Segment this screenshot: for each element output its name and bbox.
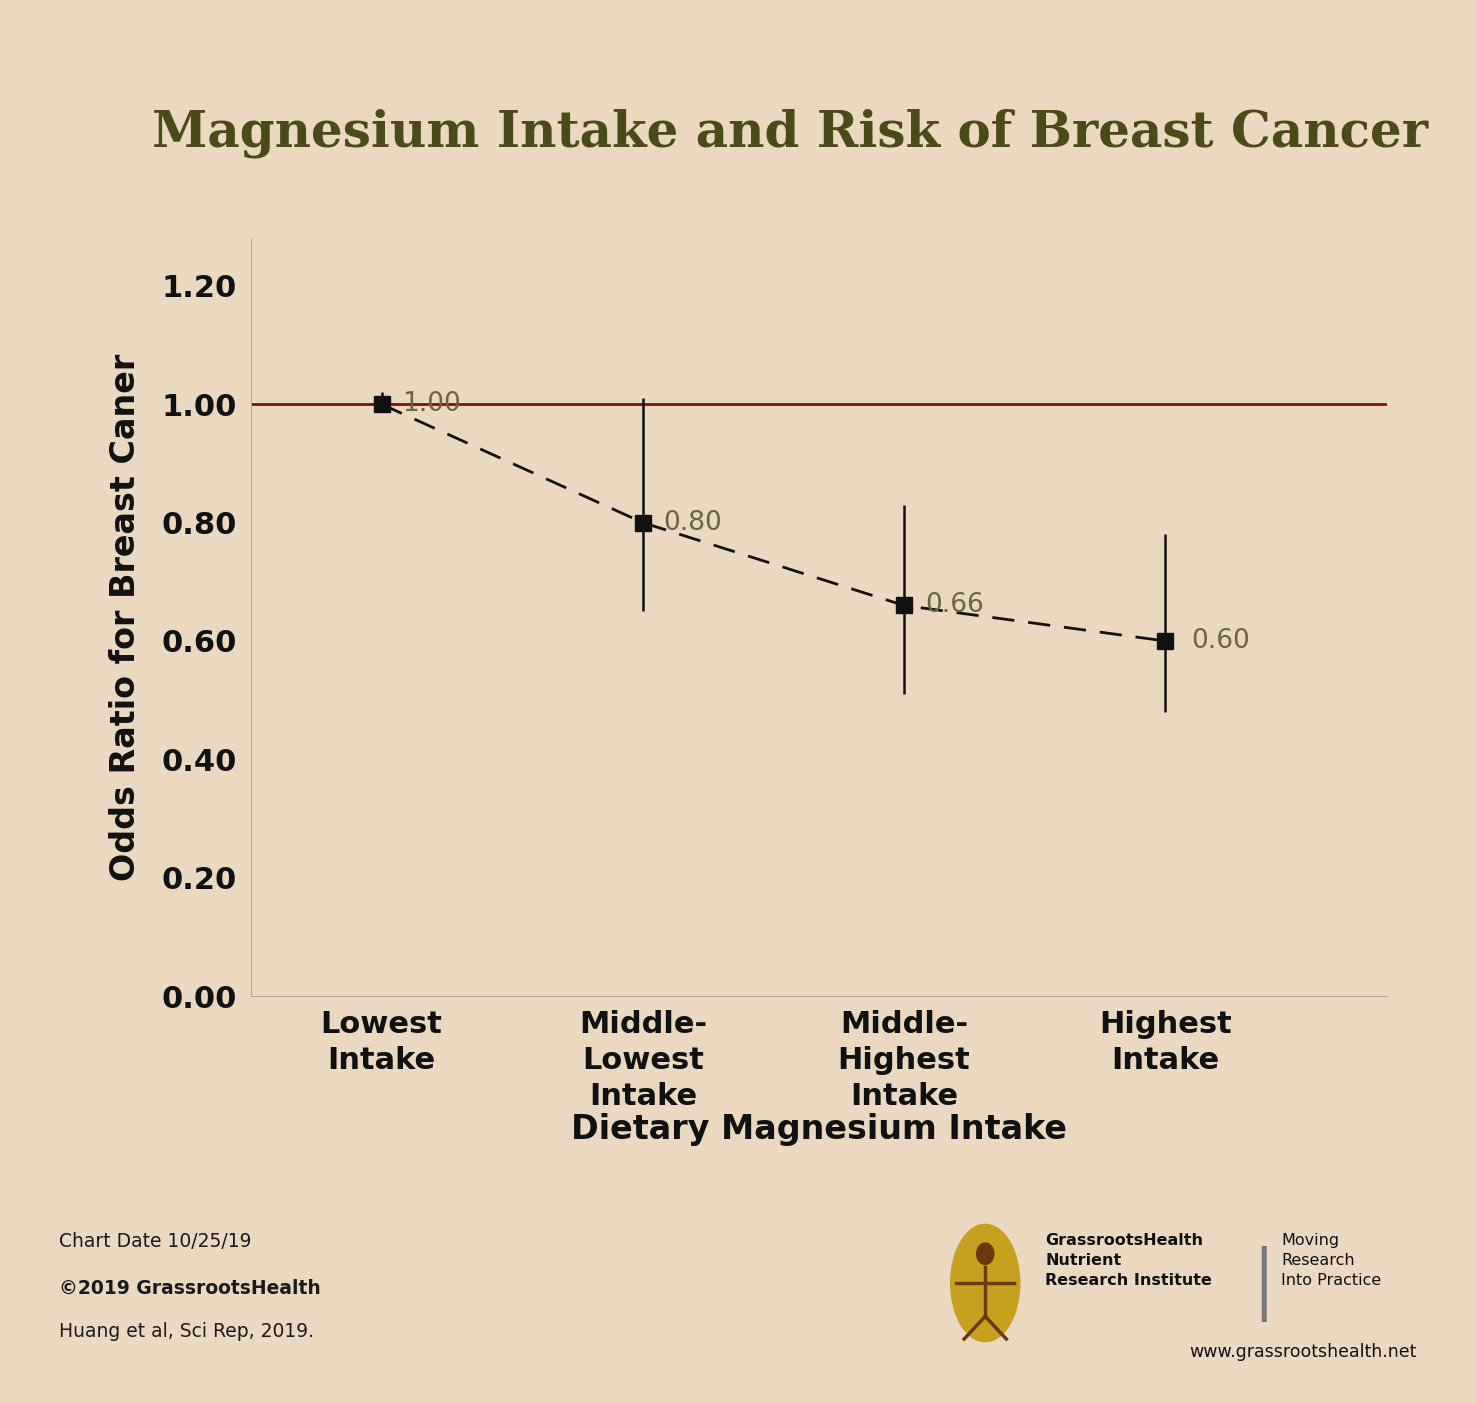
Text: 0.60: 0.60 — [1191, 629, 1250, 654]
Ellipse shape — [977, 1243, 993, 1264]
Text: Moving
Research
Into Practice: Moving Research Into Practice — [1281, 1233, 1382, 1288]
Text: Dietary Magnesium Intake: Dietary Magnesium Intake — [571, 1113, 1067, 1146]
Text: Chart Date 10/25/19: Chart Date 10/25/19 — [59, 1232, 251, 1251]
Y-axis label: Odds Ratio for Breast Caner: Odds Ratio for Breast Caner — [109, 354, 142, 881]
Ellipse shape — [951, 1225, 1020, 1341]
Text: www.grassrootshealth.net: www.grassrootshealth.net — [1190, 1343, 1417, 1361]
Text: 0.80: 0.80 — [664, 509, 722, 536]
Text: 1.00: 1.00 — [403, 391, 461, 417]
Text: Huang et al, Sci Rep, 2019.: Huang et al, Sci Rep, 2019. — [59, 1322, 314, 1341]
Text: GrassrootsHealth
Nutrient
Research Institute: GrassrootsHealth Nutrient Research Insti… — [1045, 1233, 1212, 1288]
Text: Magnesium Intake and Risk of Breast Cancer: Magnesium Intake and Risk of Breast Canc… — [152, 108, 1427, 159]
Text: │: │ — [1244, 1246, 1283, 1322]
Text: 0.66: 0.66 — [925, 592, 983, 619]
Text: ©2019 GrassrootsHealth: ©2019 GrassrootsHealth — [59, 1278, 320, 1298]
